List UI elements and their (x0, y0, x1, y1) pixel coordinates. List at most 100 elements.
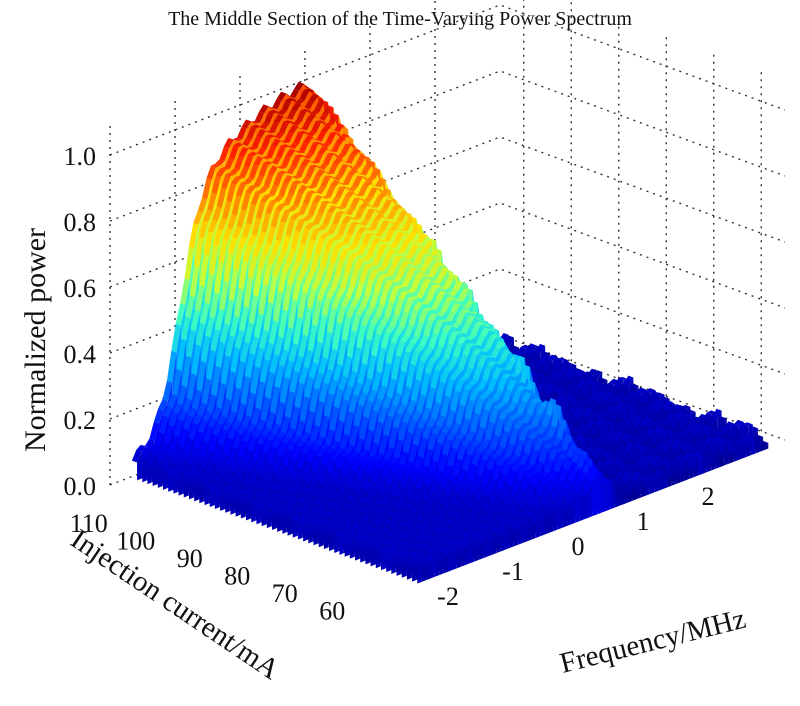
surface-cell (236, 402, 246, 422)
surface-cell (338, 375, 348, 391)
surface-cell (291, 487, 302, 498)
surface-cell (278, 469, 289, 473)
surface-cell (397, 211, 407, 222)
surface-cell (283, 327, 294, 352)
surface-cell (353, 252, 363, 256)
surface-cell (314, 101, 324, 113)
surface-cell (587, 368, 598, 376)
surface-cell (324, 393, 334, 418)
surface-cell (192, 389, 202, 410)
surface-cell (343, 385, 353, 401)
surface-cell (351, 164, 361, 171)
surface-cell (371, 184, 381, 188)
surface-cell (368, 269, 379, 280)
surface-cell (372, 370, 382, 392)
surface-cell (306, 489, 316, 500)
surface-cell (350, 451, 360, 457)
surface-cell (285, 505, 296, 516)
surface-cell (274, 364, 285, 388)
surface-cell (398, 290, 409, 301)
surface-cell (291, 155, 301, 168)
surface-cell (202, 178, 212, 200)
surface-cell (284, 131, 294, 143)
surface-cell (306, 448, 317, 463)
surface-cell (402, 276, 412, 288)
surface-cell (171, 323, 181, 353)
surface-cell (264, 470, 275, 483)
surface-cell (257, 156, 268, 160)
surface-cell (150, 445, 160, 449)
surface-cell (297, 452, 307, 469)
surface-cell (256, 419, 266, 431)
surface-cell (306, 185, 317, 189)
surface-cell (168, 412, 179, 427)
surface-cell (345, 454, 356, 464)
surface-cell (235, 466, 245, 479)
surface-cell (279, 376, 290, 404)
surface-cell (183, 481, 194, 487)
surface-cell (203, 230, 214, 256)
surface-cell (423, 255, 434, 266)
surface-cell (323, 153, 333, 165)
surface-cell (285, 148, 296, 157)
surface-cell (407, 287, 417, 294)
surface-cell (412, 296, 422, 299)
surface-cell (303, 474, 314, 483)
surface-cell (277, 271, 288, 294)
surface-cell (336, 152, 347, 159)
surface-cell (271, 437, 282, 449)
surface-cell (306, 269, 316, 281)
surface-cell (246, 392, 256, 418)
surface-cell (272, 455, 283, 470)
surface-cell (286, 248, 296, 264)
surface-cell (305, 165, 316, 178)
surface-cell (321, 451, 332, 466)
surface-cell (263, 160, 273, 166)
surface-cell (394, 298, 404, 317)
surface-cell (288, 181, 298, 196)
surface-cell (211, 174, 222, 195)
surface-cell (209, 292, 220, 319)
surface-cell (267, 106, 278, 110)
surface-cell (338, 183, 349, 186)
surface-cell (259, 492, 269, 503)
surface-cell (275, 401, 286, 426)
surface-cell (376, 244, 387, 256)
surface-cell (597, 378, 608, 385)
surface-cell (390, 240, 400, 249)
surface-cell (182, 398, 193, 412)
surface-cell (284, 360, 294, 379)
surface-skirt (282, 516, 287, 534)
surface-cell (228, 268, 239, 302)
surface-cell (183, 415, 193, 431)
surface-skirt (194, 485, 199, 502)
surface-cell (380, 316, 390, 326)
surface-cell (289, 141, 300, 150)
surface-cell (226, 371, 236, 401)
surface-cell (267, 275, 278, 304)
surface-cell (382, 253, 392, 267)
surface-cell (326, 132, 336, 144)
surface-cell (272, 516, 282, 518)
surface-cell (272, 261, 282, 278)
surface-cell (368, 205, 379, 208)
surface-cell (149, 421, 159, 441)
surface-cell (382, 274, 393, 277)
surface-cell (206, 165, 217, 181)
surface-cell (151, 458, 162, 470)
surface-cell (363, 400, 373, 419)
surface-cell (265, 411, 276, 430)
surface-cell (248, 294, 259, 325)
surface-cell (267, 252, 277, 265)
surface-cell (178, 409, 188, 422)
surface-cell (240, 341, 250, 363)
surface-cell (265, 371, 275, 399)
surface-cell (279, 349, 289, 367)
surface-cell (243, 146, 253, 151)
surface-cell (259, 104, 269, 114)
surface-cell (304, 223, 315, 230)
surface-cell (302, 460, 312, 475)
surface-cell (295, 154, 306, 158)
surface-cell (238, 259, 248, 290)
surface-cell (284, 208, 295, 213)
